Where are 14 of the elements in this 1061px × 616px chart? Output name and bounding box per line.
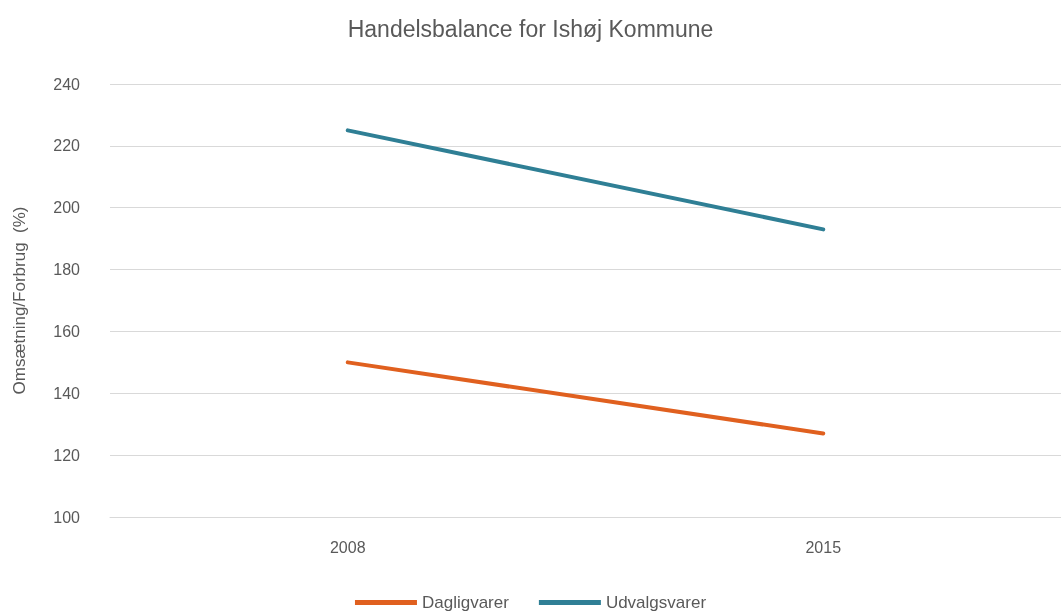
- legend-label: Dagligvarer: [421, 593, 510, 612]
- y-tick-label: 180: [53, 261, 81, 279]
- legend-label: Udvalgsvarer: [605, 593, 707, 612]
- y-tick-label: 100: [53, 508, 81, 526]
- y-tick-label: 220: [53, 137, 81, 155]
- y-axis-title: Omsætning/Forbrug (%): [10, 206, 29, 395]
- y-tick-label: 140: [53, 384, 81, 402]
- chart-title: Handelsbalance for Ishøj Kommune: [347, 15, 714, 42]
- y-tick-label: 240: [53, 75, 81, 93]
- x-tick-label: 2015: [805, 538, 842, 556]
- y-tick-label: 120: [53, 446, 81, 464]
- x-tick-label: 2008: [329, 538, 366, 556]
- y-tick-label: 160: [53, 322, 81, 340]
- y-tick-label: 200: [53, 199, 81, 217]
